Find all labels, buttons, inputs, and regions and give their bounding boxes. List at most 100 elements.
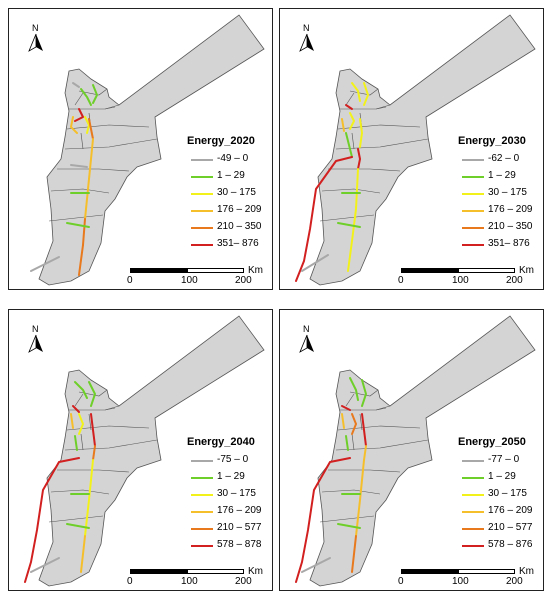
energy-route-segment [74, 108, 84, 122]
energy-route-segment [92, 84, 98, 104]
country-map [295, 315, 536, 587]
governorate-border [328, 469, 401, 473]
energy-route-segment [345, 104, 353, 110]
north-arrow: N [27, 23, 47, 57]
legend-label: 176 – 209 [488, 505, 533, 516]
legend-item: -75 – 0 [187, 453, 271, 470]
north-label: N [32, 23, 39, 33]
legend-line-swatch [191, 528, 213, 530]
legend-label: 351– 876 [217, 238, 259, 249]
energy-route-segment [345, 435, 349, 451]
scale-tick-label: 100 [452, 275, 469, 286]
governorate-border [80, 132, 84, 150]
scale-bar-white-segment [187, 268, 244, 273]
legend-line-swatch [462, 210, 484, 212]
legend-item: -49 – 0 [187, 152, 271, 169]
legend-item: 210 – 577 [458, 521, 542, 538]
legend-item: -62 – 0 [458, 152, 542, 169]
legend-label: 1 – 29 [217, 471, 245, 482]
energy-route-segment [84, 116, 90, 134]
north-label: N [32, 324, 39, 334]
legend-item: 1 – 29 [458, 470, 542, 487]
energy-route-segment [88, 381, 96, 407]
energy-route-segment [361, 413, 367, 447]
legend-item: 578 – 878 [187, 538, 271, 555]
scale-tick-label: 200 [506, 275, 523, 286]
energy-route-segment [361, 379, 367, 407]
legend-item: 1 – 29 [187, 470, 271, 487]
legend: Energy_2050 -77 – 0 1 – 29 30 – 175 176 – 20… [458, 436, 542, 555]
scale-bar-white-segment [458, 569, 515, 574]
legend-line-swatch [191, 460, 213, 462]
governorate-border [319, 214, 375, 222]
energy-route-segment [70, 164, 88, 168]
legend-item: 176 – 209 [458, 504, 542, 521]
north-arrow-icon [28, 334, 43, 353]
energy-route-segment [295, 156, 353, 282]
energy-route-segment [351, 413, 357, 435]
scale-unit: Km [248, 566, 263, 577]
governorate-border [66, 124, 150, 130]
legend-line-swatch [462, 511, 484, 513]
legend-line-swatch [191, 477, 213, 479]
legend-line-swatch [191, 193, 213, 195]
legend-label: 176 – 209 [217, 505, 262, 516]
legend-item: 351– 876 [187, 237, 271, 254]
legend-item: 210 – 577 [187, 521, 271, 538]
energy-route-segment [351, 535, 357, 573]
energy-route-segment [70, 116, 78, 134]
scale-tick-label: 100 [452, 576, 469, 587]
governorate-border [337, 124, 421, 130]
legend: Energy_2020 -49 – 0 1 – 29 30 – 175 176 – 20… [187, 135, 271, 254]
legend-line-swatch [462, 176, 484, 178]
legend-line-swatch [462, 460, 484, 462]
legend-line-swatch [191, 210, 213, 212]
legend-line-swatch [191, 244, 213, 246]
scale-tick-label: 100 [181, 576, 198, 587]
scale-bar: Km 0 100 200 [398, 265, 541, 289]
energy-route-segment [301, 557, 331, 573]
legend-line-swatch [462, 477, 484, 479]
scale-bar: Km 0 100 200 [127, 265, 270, 289]
energy-route-segment [84, 178, 90, 220]
energy-route-segment [72, 405, 80, 413]
energy-route-segment [92, 445, 96, 461]
energy-route-segment [82, 218, 86, 246]
governorate-border [321, 489, 381, 495]
governorate-border [321, 188, 381, 194]
energy-route-segment [341, 405, 351, 411]
energy-route-segment [349, 377, 359, 401]
energy-route-segment [349, 112, 355, 130]
legend-line-swatch [191, 227, 213, 229]
scale-bar-white-segment [187, 569, 244, 574]
energy-route-segment [74, 435, 78, 451]
legend-title: Energy_2050 [458, 436, 526, 448]
energy-route-segment [363, 445, 367, 461]
north-label: N [303, 324, 310, 334]
legend-label: 210 – 577 [488, 522, 533, 533]
governorate-border [335, 439, 429, 451]
map-panel-2050: N Energy_2050 -77 – 0 1 – 29 30 – 175 176 – 2… [279, 309, 544, 591]
energy-route-segment [72, 82, 80, 88]
governorate-border [104, 104, 120, 110]
governorate-border [351, 433, 355, 451]
legend-label: -62 – 0 [488, 153, 520, 164]
country-outline [38, 14, 265, 286]
map-panel-2020: N Energy_2020 -49 – 0 1 – 29 30 – 175 176 – 2… [8, 8, 273, 290]
legend-item: 351– 876 [458, 237, 542, 254]
legend-line-swatch [191, 545, 213, 547]
energy-route-segment [88, 138, 94, 180]
legend: Energy_2040 -75 – 0 1 – 29 30 – 175 176 – 20… [187, 436, 271, 555]
energy-route-segment [90, 413, 96, 447]
legend-label: 176 – 209 [488, 204, 533, 215]
governorate-border [80, 433, 84, 451]
governorate-border [48, 214, 104, 222]
legend-label: 210 – 350 [488, 221, 533, 232]
legend-item: -77 – 0 [458, 453, 542, 470]
governorate-border [351, 132, 355, 150]
governorate-border [345, 393, 355, 407]
energy-route-segment [30, 256, 60, 272]
legend-line-swatch [462, 528, 484, 530]
legend-label: 351– 876 [488, 238, 530, 249]
legend-label: 30 – 175 [488, 187, 527, 198]
